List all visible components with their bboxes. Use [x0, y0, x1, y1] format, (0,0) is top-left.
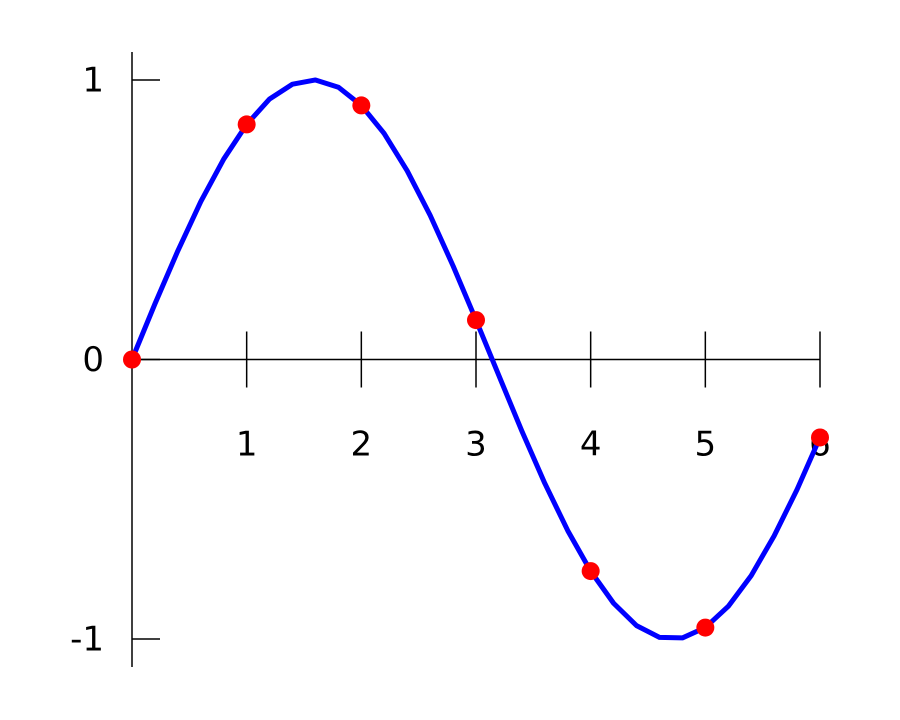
x-tick-label: 5 — [695, 425, 717, 465]
sample-point — [581, 562, 600, 581]
x-tick-label: 1 — [236, 425, 258, 465]
y-tick-label: 1 — [82, 60, 104, 100]
sample-point — [237, 115, 256, 134]
y-tick-label: 0 — [82, 340, 104, 380]
x-tick-label: 2 — [351, 425, 373, 465]
y-tick-label: -1 — [70, 620, 104, 660]
x-tick-label: 4 — [580, 425, 602, 465]
sample-point — [352, 96, 371, 115]
sample-point — [467, 311, 485, 330]
sample-point — [811, 428, 829, 447]
sample-point — [696, 618, 715, 637]
sample-point — [123, 350, 141, 369]
x-tick-label: 3 — [465, 425, 487, 465]
